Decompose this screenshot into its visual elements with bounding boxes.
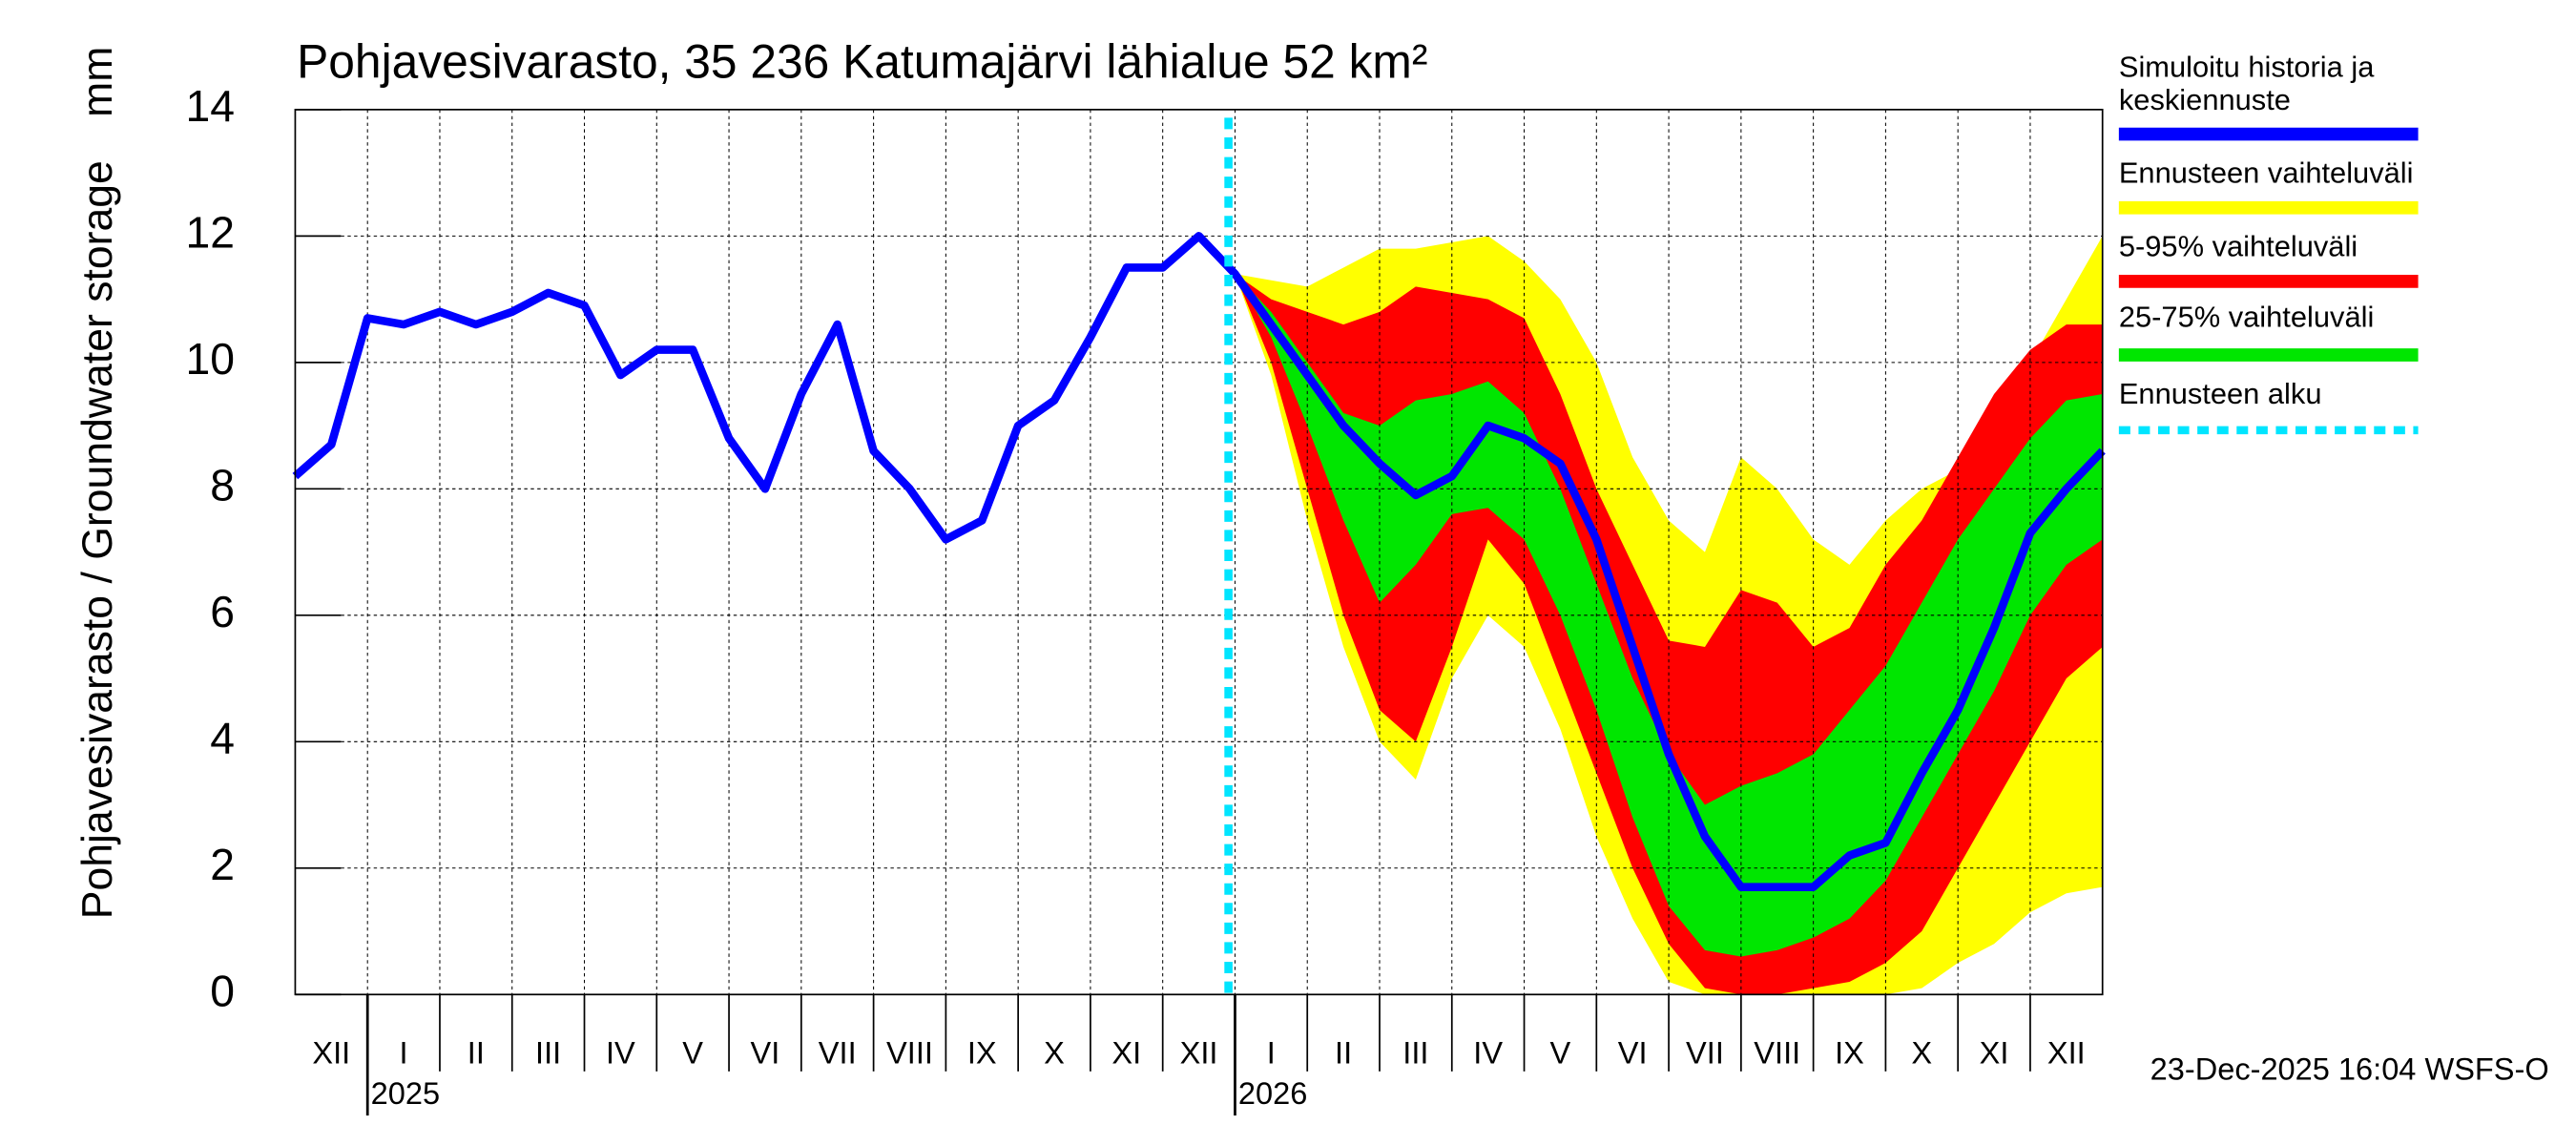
line [292,232,2106,891]
x-tick-label: VI [1618,1035,1648,1070]
x-tick-label: VIII [1754,1035,1800,1070]
x-tick-label: IX [1835,1035,1864,1070]
legend-label: Ennusteen alku [2119,377,2322,410]
chart-title: Pohjavesivarasto, 35 236 Katumajärvi läh… [297,35,1427,89]
x-tick-label: XI [1980,1035,2009,1070]
footer: 23-Dec-2025 16:04 WSFS-O [2150,1051,2549,1086]
x-tick-label: II [467,1035,485,1070]
y-tick-label: 4 [210,714,235,763]
y-tick-label: 10 [186,334,235,384]
legend-label: 25-75% vaihteluväli [2119,300,2374,333]
y-tick-label: 2 [210,840,235,889]
x-tick-label: XII [312,1035,350,1070]
x-tick-label: XII [2047,1035,2086,1070]
legend-label-box: Simuloitu historia ja keskiennuste [2118,51,2375,116]
x-tick-label: IV [606,1035,635,1070]
x-tick-label: V [1550,1035,1571,1070]
x-tick-label: V [682,1035,703,1070]
x-tick-label: I [1267,1035,1276,1070]
x-tick-label: XI [1111,1035,1141,1070]
y-unit: mm [74,47,121,117]
x-tick-label: X [1044,1035,1065,1070]
y-tick-label: 12 [186,208,235,258]
x-tick-label: III [535,1035,561,1070]
y-tick-label: 0 [210,967,235,1016]
x-tick-label: VI [751,1035,780,1070]
x-tick-label: II [1335,1035,1352,1070]
x-tick-label: XII [1180,1035,1218,1070]
grid [295,109,2103,1116]
x-tick-label: VIII [886,1035,933,1070]
lines [292,117,2106,995]
legend-label: 5-95% vaihteluväli [2119,230,2358,263]
x-tick-label: III [1402,1035,1428,1070]
x-tick-label: IX [967,1035,997,1070]
year-label: 2026 [1238,1076,1307,1111]
background [6,0,2570,1145]
x-tick-label: X [1911,1035,1932,1070]
y-tick-label: 14 [186,81,235,131]
y-axis-label: Pohjavesivarasto / Groundwater storage [74,160,121,919]
year-label: 2025 [371,1076,440,1111]
plot-frame [294,109,2104,996]
x-tick-label: I [400,1035,408,1070]
legend-label: Simuloitu historia ja keskiennuste [2118,51,2375,116]
x-tick-label: VII [1686,1035,1724,1070]
x-tick-label: VII [819,1035,857,1070]
legend-label: Ennusteen vaihteluväli [2119,156,2414,190]
y-tick-label: 6 [210,587,235,636]
x-tick-label: IV [1473,1035,1503,1070]
y-tick-label: 8 [210,461,235,510]
